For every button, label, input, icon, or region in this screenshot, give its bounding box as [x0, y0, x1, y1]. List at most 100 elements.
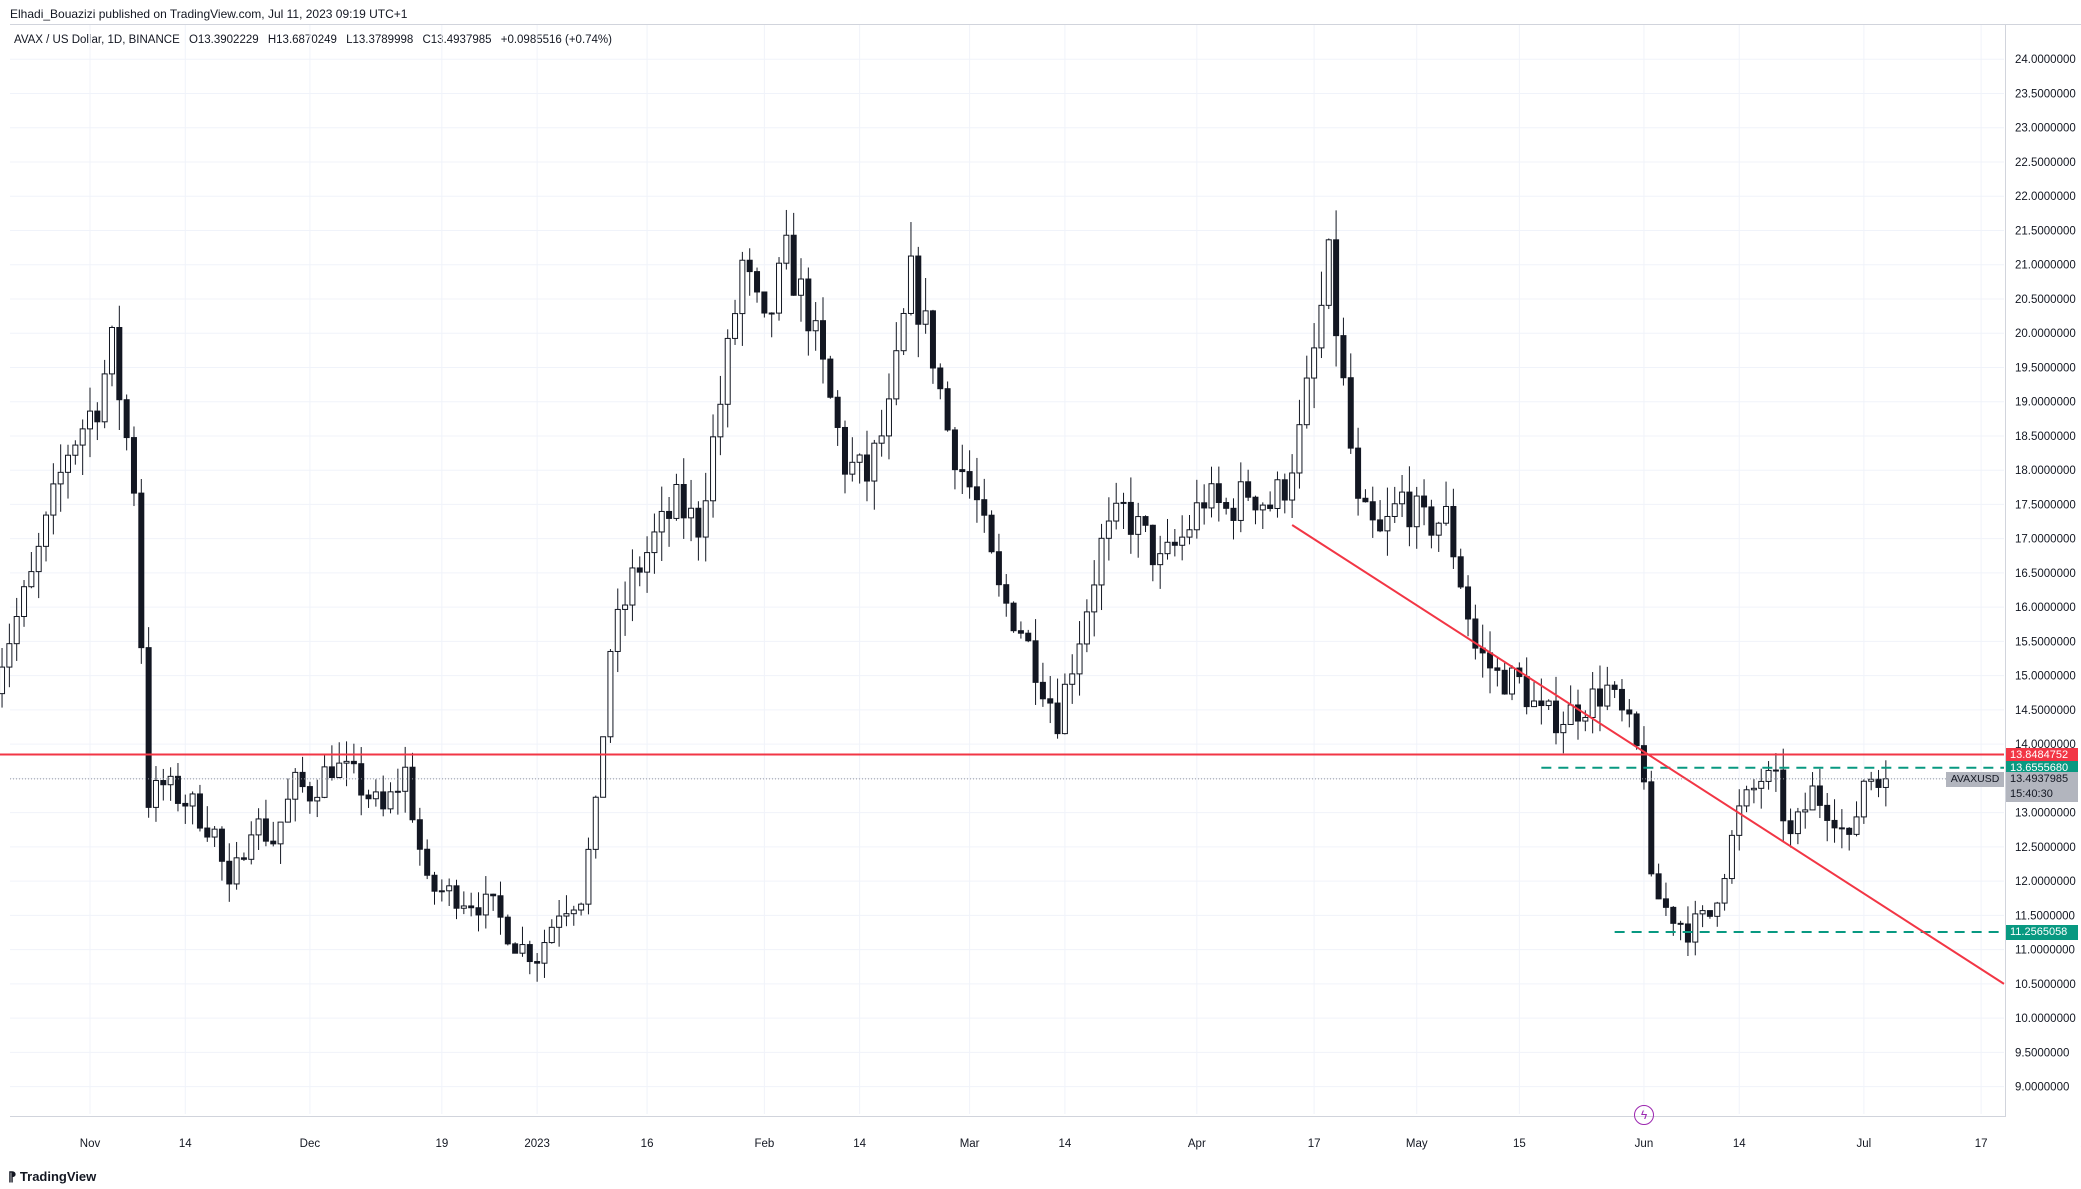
candle-body [1377, 519, 1384, 532]
candle-body [1450, 505, 1457, 558]
candle [321, 755, 328, 799]
candle [1714, 901, 1721, 927]
candle [1201, 484, 1208, 525]
candle [1648, 770, 1655, 877]
candle-body [614, 608, 621, 652]
candle-body [1413, 495, 1420, 528]
candle [174, 763, 181, 812]
candle-body [350, 760, 357, 765]
candle [43, 511, 50, 562]
candle [1531, 682, 1538, 708]
candle-body [35, 545, 42, 573]
candle-body [145, 647, 152, 808]
price-axis[interactable] [2005, 24, 2081, 1117]
chart-pane[interactable] [10, 24, 2005, 1117]
candle-body [973, 486, 980, 501]
candle [152, 766, 159, 822]
candle [1831, 799, 1838, 843]
candle [783, 209, 790, 270]
candle [123, 394, 130, 451]
publisher-info: Elhadi_Bouazizi published on TradingView… [10, 7, 408, 21]
candle-body [240, 857, 247, 860]
candle [651, 513, 658, 574]
candle [101, 359, 108, 429]
candle-body [1252, 496, 1259, 511]
candle-body [321, 766, 328, 798]
candle-body [1868, 778, 1875, 782]
candle-body [490, 893, 497, 897]
candle [585, 837, 592, 915]
candle-body [152, 780, 159, 808]
candle-body [1589, 688, 1596, 718]
candle [805, 267, 812, 356]
candle [1193, 479, 1200, 539]
candle [1692, 900, 1699, 956]
candle-body [1487, 652, 1494, 669]
candle-body [497, 895, 504, 918]
candle [1076, 621, 1083, 696]
candle [1142, 515, 1149, 533]
candle [182, 794, 189, 824]
candle-body [108, 326, 115, 375]
y-tick-label: 13.0000000 [2015, 808, 2076, 820]
candle-body [702, 500, 709, 538]
candle [328, 745, 335, 781]
candle [1633, 711, 1640, 750]
x-tick-label: 14 [179, 1138, 192, 1150]
current-price-value: 13.4937985 [2010, 772, 2069, 785]
candle-body [1714, 902, 1721, 917]
candle [761, 291, 768, 318]
candle [1223, 497, 1230, 515]
y-tick-label: 24.0000000 [2015, 54, 2076, 66]
candle-body [856, 454, 863, 463]
candle [768, 312, 775, 338]
symbol-name[interactable]: AVAX / US Dollar, 1D, BINANCE [14, 34, 180, 46]
candle [1274, 471, 1281, 518]
candle-body [314, 796, 321, 802]
candle [233, 841, 240, 890]
candle [893, 322, 900, 406]
x-tick-label: Dec [300, 1138, 321, 1150]
candle [130, 426, 137, 507]
candle [1355, 427, 1362, 516]
candle-body [871, 442, 878, 482]
candle [1699, 905, 1706, 928]
candle-body [776, 262, 783, 314]
candle [1333, 210, 1340, 367]
candle [1846, 827, 1853, 851]
drawings [0, 524, 2005, 985]
candle [1208, 466, 1215, 518]
candle [1164, 518, 1171, 560]
lightning-icon[interactable]: ϟ [1634, 1105, 1654, 1125]
candle-body [1699, 910, 1706, 915]
y-tick-label: 18.0000000 [2015, 465, 2076, 477]
candle-body [1171, 541, 1178, 546]
candle-body [1750, 787, 1757, 791]
candle [636, 556, 643, 587]
candle-body [1824, 804, 1831, 821]
x-tick-label: 14 [1733, 1138, 1746, 1150]
candle-body [1039, 681, 1046, 700]
candle-body [1384, 515, 1391, 532]
candle [1838, 809, 1845, 849]
candle-body [226, 860, 233, 885]
candle-body [160, 780, 167, 786]
y-tick-label: 9.0000000 [2015, 1082, 2069, 1094]
candle-body [863, 454, 870, 482]
tradingview-logo[interactable]: ⁋ TradingView [8, 1169, 96, 1185]
candle-body [1574, 704, 1581, 722]
candle-body [1230, 507, 1237, 521]
candle [1706, 910, 1713, 919]
y-tick-label: 23.0000000 [2015, 123, 2076, 135]
candle [28, 551, 35, 589]
symbol-price-tag: AVAXUSD [1946, 771, 2004, 787]
candle [21, 580, 28, 627]
candle [299, 756, 306, 793]
x-tick-label: Nov [80, 1138, 101, 1150]
candle-body [218, 828, 225, 862]
candle-body [754, 271, 761, 293]
candle [226, 843, 233, 902]
candle-body [446, 885, 453, 892]
candle [1186, 515, 1193, 545]
